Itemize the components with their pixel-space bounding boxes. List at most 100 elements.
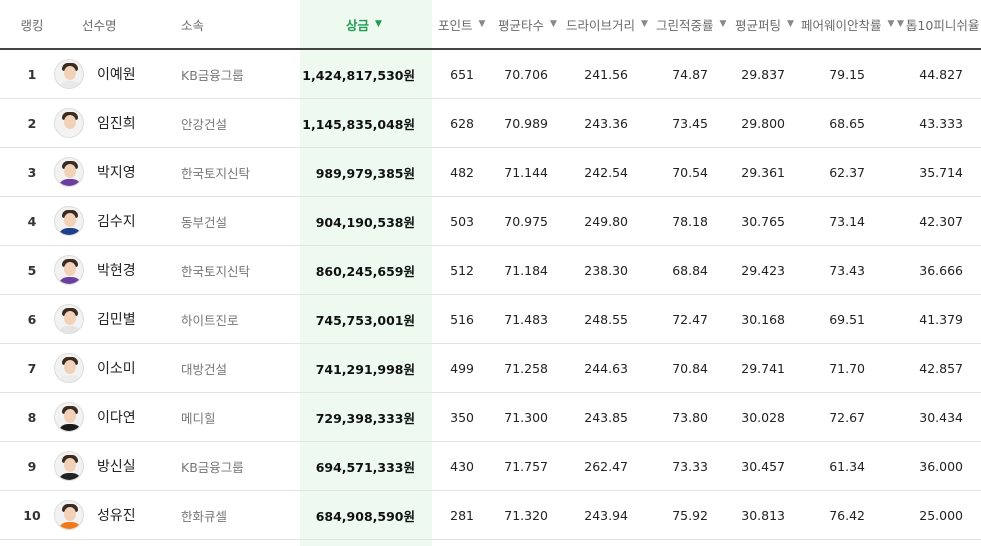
putt-cell: 29.837 xyxy=(720,50,785,98)
team-cell: KB금융그룹 xyxy=(181,442,299,490)
player-cell[interactable]: 이예원 xyxy=(54,50,204,98)
header-avg[interactable]: 평균타수 ▼ xyxy=(498,0,563,48)
rank-cell-value: 1 xyxy=(27,66,37,82)
top10-cell-value: 36.000 xyxy=(919,458,963,474)
gir-cell: 75.92 xyxy=(640,491,708,539)
fairway-cell-value: 68.65 xyxy=(829,115,865,131)
team-cell-value: KB금융그룹 xyxy=(181,67,244,83)
gir-cell: 73.33 xyxy=(640,442,708,490)
player-cell[interactable]: 성유진 xyxy=(54,491,204,539)
fairway-cell: 71.70 xyxy=(800,344,865,392)
player-cell[interactable]: 박현경 xyxy=(54,246,204,294)
gir-cell-value: 73.80 xyxy=(672,409,708,425)
points-cell: 430 xyxy=(432,442,474,490)
gir-cell: 78.18 xyxy=(640,197,708,245)
gir-cell-value: 72.47 xyxy=(672,311,708,327)
table-row[interactable]: 박지영 3 한국토지신탁 989,979,385원 482 71.144 242.54 70.… xyxy=(0,148,981,197)
table-row[interactable]: 김민별 6 하이트진로 745,753,001원 516 71.483 248.55 72.4… xyxy=(0,295,981,344)
header-gir[interactable]: 그린적중률 ▼ xyxy=(656,0,732,48)
table-row[interactable]: 이소미 7 대방건설 741,291,998원 499 71.258 244.63 70.84… xyxy=(0,344,981,393)
player-avatar xyxy=(54,108,84,138)
header-team-label: 소속 xyxy=(181,17,205,33)
top10-cell-value: 25.000 xyxy=(919,507,963,523)
header-points-label: 포인트 xyxy=(438,17,473,33)
table-row[interactable]: 이다연 8 메디힐 729,398,333원 350 71.300 243.85 73.80 3… xyxy=(0,393,981,442)
player-name[interactable]: 박현경 xyxy=(97,263,136,279)
fairway-cell: 79.15 xyxy=(800,50,865,98)
gir-cell: 72.47 xyxy=(640,295,708,343)
header-drive[interactable]: 드라이브거리 ▼ xyxy=(566,0,652,48)
header-top10[interactable]: ▼ 톱10피니쉬율 xyxy=(897,0,981,48)
sort-caret-icon: ▼ xyxy=(719,19,727,29)
putt-cell: 30.813 xyxy=(720,491,785,539)
rank-cell-value: 5 xyxy=(27,262,37,278)
player-avatar xyxy=(54,206,84,236)
rank-cell: 7 xyxy=(12,344,52,392)
header-team[interactable]: 소속 xyxy=(181,0,241,48)
player-cell[interactable]: 김민별 xyxy=(54,295,204,343)
top10-cell: 42.307 xyxy=(880,197,963,245)
player-name[interactable]: 성유진 xyxy=(97,508,136,524)
header-rank[interactable]: 랭킹 xyxy=(12,0,52,48)
points-cell-value: 503 xyxy=(450,213,474,229)
player-cell[interactable]: 임진희 xyxy=(54,99,204,147)
header-fairway-label: 페어웨이안착률 xyxy=(801,17,882,33)
avg-cell-value: 71.757 xyxy=(504,458,548,474)
avatar-face xyxy=(64,311,76,325)
player-cell[interactable]: 김수지 xyxy=(54,197,204,245)
player-cell[interactable]: 이소미 xyxy=(54,344,204,392)
table-row[interactable]: 이예원 1 KB금융그룹 1,424,817,530원 651 70.706 241.56 7… xyxy=(0,50,981,99)
player-name[interactable]: 방신실 xyxy=(97,459,136,475)
avg-cell-value: 71.320 xyxy=(504,507,548,523)
points-cell-value: 350 xyxy=(450,409,474,425)
fairway-cell: 73.14 xyxy=(800,197,865,245)
player-cell[interactable]: 이다연 xyxy=(54,393,204,441)
player-name[interactable]: 박지영 xyxy=(97,165,136,181)
rank-cell: 4 xyxy=(12,197,52,245)
team-cell-value: 한국토지신탁 xyxy=(181,165,251,181)
top10-cell: 36.666 xyxy=(880,246,963,294)
table-row[interactable]: 김수지 4 동부건설 904,190,538원 503 70.975 249.80 78.18… xyxy=(0,197,981,246)
drive-cell-value: 238.30 xyxy=(584,262,628,278)
header-fairway[interactable]: 페어웨이안착률 ▼ xyxy=(801,0,897,48)
putt-cell-value: 29.361 xyxy=(741,164,785,180)
player-name[interactable]: 이예원 xyxy=(97,67,136,83)
header-points[interactable]: 포인트 ▼ xyxy=(438,0,493,48)
gir-cell: 73.45 xyxy=(640,99,708,147)
avg-cell-value: 71.144 xyxy=(504,164,548,180)
player-name[interactable]: 이다연 xyxy=(97,410,136,426)
header-name[interactable]: 선수명 xyxy=(82,0,142,48)
table-row[interactable]: 성유진 10 한화큐셀 684,908,590원 281 71.320 243.94 75.9… xyxy=(0,491,981,540)
putt-cell: 30.457 xyxy=(720,442,785,490)
table-row[interactable]: 방신실 9 KB금융그룹 694,571,333원 430 71.757 262.47 73.… xyxy=(0,442,981,491)
player-name[interactable]: 김수지 xyxy=(97,214,136,230)
points-cell-value: 512 xyxy=(450,262,474,278)
top10-cell-value: 43.333 xyxy=(919,115,963,131)
header-prize[interactable]: 상금 ▼ xyxy=(346,0,396,48)
player-avatar xyxy=(54,451,84,481)
player-name[interactable]: 이소미 xyxy=(97,361,136,377)
header-rank-label: 랭킹 xyxy=(20,17,44,33)
gir-cell: 70.84 xyxy=(640,344,708,392)
prize-cell-value: 1,145,835,048원 xyxy=(302,116,415,132)
drive-cell-value: 243.85 xyxy=(584,409,628,425)
player-name[interactable]: 임진희 xyxy=(97,116,136,132)
table-row[interactable]: 임진희 2 안강건설 1,145,835,048원 628 70.989 243.36 73.… xyxy=(0,99,981,148)
points-cell-value: 516 xyxy=(450,311,474,327)
avg-cell: 71.300 xyxy=(488,393,548,441)
prize-cell-value: 860,245,659원 xyxy=(315,263,415,279)
header-putt[interactable]: 평균퍼팅 ▼ xyxy=(735,0,801,48)
rank-cell: 2 xyxy=(12,99,52,147)
team-cell-value: KB금융그룹 xyxy=(181,459,244,475)
table-row[interactable]: 박현경 5 한국토지신탁 860,245,659원 512 71.184 238.30 68.… xyxy=(0,246,981,295)
prize-cell: 904,190,538원 xyxy=(300,197,415,245)
player-cell[interactable]: 방신실 xyxy=(54,442,204,490)
prize-cell-value: 684,908,590원 xyxy=(315,508,415,524)
drive-cell: 243.94 xyxy=(560,491,628,539)
drive-cell-value: 243.94 xyxy=(584,507,628,523)
player-cell[interactable]: 박지영 xyxy=(54,148,204,196)
points-cell: 281 xyxy=(432,491,474,539)
player-name[interactable]: 김민별 xyxy=(97,312,136,328)
sort-desc-icon: ▼ xyxy=(375,19,382,29)
header-name-label: 선수명 xyxy=(82,17,117,33)
